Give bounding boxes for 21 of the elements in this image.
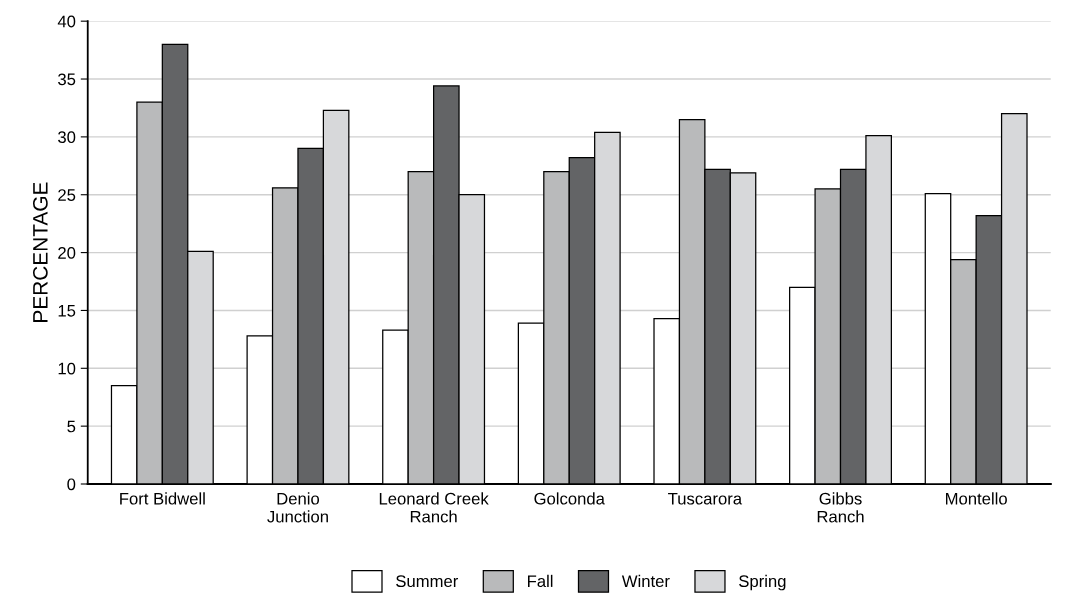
x-tick-label: Leonard Creek Ranch [379, 492, 489, 523]
x-tick-label: Tuscarora [668, 492, 743, 505]
y-tick-label: 0 [67, 478, 76, 491]
y-tick-label: 15 [58, 305, 76, 317]
x-tick-label: Denio Junction [267, 492, 328, 523]
y-tick-label: 10 [58, 362, 76, 375]
x-tick-label: Fort Bidwell [120, 492, 205, 505]
y-tick-label: 20 [58, 246, 76, 259]
y-tick-label: 40 [57, 15, 76, 28]
x-tick-label: Montello [946, 492, 1007, 505]
y-tick-label: 35 [58, 73, 76, 86]
y-tick-label: 25 [58, 189, 76, 201]
y-tick-label: 30 [58, 131, 76, 144]
legend-label: Summer [396, 575, 459, 588]
y-axis-title: PERCENTAGE [32, 182, 48, 322]
x-tick-label: Gibbs Ranch [817, 492, 864, 523]
legend-label: Spring [739, 574, 786, 591]
x-tick-label: Golconda [534, 492, 605, 505]
legend-label: Fall [528, 574, 553, 588]
y-tick-label: 5 [67, 420, 76, 433]
legend-label: Winter [621, 574, 670, 588]
